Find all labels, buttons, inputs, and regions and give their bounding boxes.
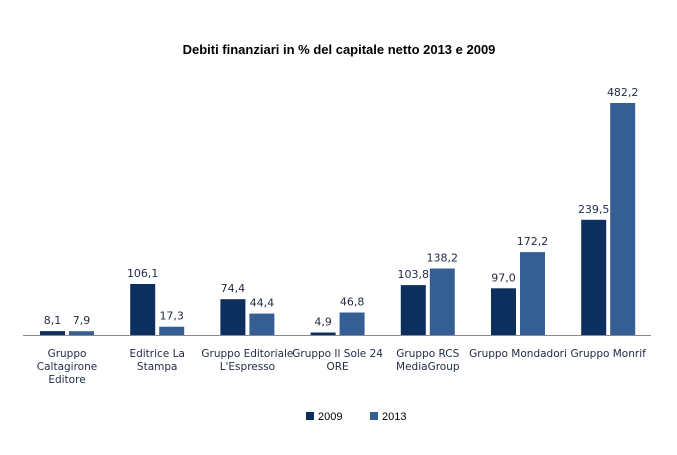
category-label-line: Gruppo Il Sole 24 <box>292 348 383 360</box>
category-label-2: Gruppo Editoriale L'Espresso <box>201 348 293 373</box>
value-labels-layer: 8,1 7,9 106,1 17,3 74,4 44,4 4,9 46,8 103,8 138,2… <box>44 86 639 329</box>
bar-2009-2 <box>220 299 246 335</box>
legend-swatch-2009 <box>306 412 314 420</box>
bars-layer <box>40 103 636 335</box>
category-label-line: Gruppo Editoriale <box>201 348 293 360</box>
value-label-2013-5: 172,2 <box>517 235 549 248</box>
bar-2013-1 <box>159 326 185 335</box>
value-label-2009-4: 103,8 <box>398 268 430 281</box>
category-label-line: Gruppo <box>48 348 87 360</box>
bar-2009-3 <box>310 332 336 335</box>
bar-2009-6 <box>581 219 607 335</box>
value-label-2013-0: 7,9 <box>73 314 91 327</box>
category-label-line: MediaGroup <box>396 361 460 373</box>
value-label-2009-1: 106,1 <box>127 267 159 280</box>
category-label-line: Editore <box>48 374 85 386</box>
legend: 2009 2013 <box>306 411 406 423</box>
bar-2013-2 <box>249 313 275 335</box>
value-label-2009-5: 97,0 <box>491 271 516 284</box>
bar-2013-5 <box>520 252 545 335</box>
value-label-2013-6: 482,2 <box>607 86 639 99</box>
value-label-2009-3: 4,9 <box>314 316 332 329</box>
bar-2013-3 <box>339 312 365 335</box>
bar-2013-4 <box>429 268 455 335</box>
category-label-line: Editrice La <box>129 348 184 360</box>
bar-2009-0 <box>40 331 65 335</box>
bar-2009-5 <box>491 288 516 335</box>
bar-2013-0 <box>69 331 94 335</box>
bar-2013-6 <box>610 103 636 335</box>
value-label-2013-3: 46,8 <box>340 296 365 309</box>
category-label-line: Stampa <box>137 361 178 373</box>
value-label-2009-0: 8,1 <box>44 314 62 327</box>
category-label-line: Gruppo RCS <box>396 348 459 360</box>
category-label-line: Gruppo Mondadori <box>469 348 567 360</box>
bar-2009-1 <box>130 284 156 335</box>
category-label-1: Editrice La Stampa <box>129 348 184 373</box>
category-label-line: Gruppo Monrif <box>571 348 647 360</box>
category-label-3: Gruppo Il Sole 24 ORE <box>292 348 383 373</box>
category-label-line: Caltagirone <box>37 361 97 373</box>
category-label-0: Gruppo Caltagirone Editore <box>37 348 97 386</box>
value-label-2013-2: 44,4 <box>250 297 275 310</box>
category-labels-layer: Gruppo Caltagirone Editore Editrice La Stamp… <box>37 348 646 386</box>
category-label-5: Gruppo Mondadori <box>469 348 567 360</box>
category-label-line: ORE <box>326 361 348 373</box>
value-label-2013-4: 138,2 <box>427 252 459 265</box>
legend-label-2009: 2009 <box>318 411 342 423</box>
legend-swatch-2013 <box>370 412 378 420</box>
legend-label-2013: 2013 <box>382 411 406 423</box>
category-label-6: Gruppo Monrif <box>571 348 647 360</box>
bar-2009-4 <box>400 285 426 335</box>
category-label-line: L'Espresso <box>220 361 275 373</box>
value-label-2009-6: 239,5 <box>578 203 610 216</box>
value-label-2013-1: 17,3 <box>159 310 184 323</box>
category-label-4: Gruppo RCS MediaGroup <box>396 348 460 373</box>
value-label-2009-2: 74,4 <box>221 282 246 295</box>
chart-title: Debiti finanziari in % del capitale nett… <box>183 42 496 57</box>
